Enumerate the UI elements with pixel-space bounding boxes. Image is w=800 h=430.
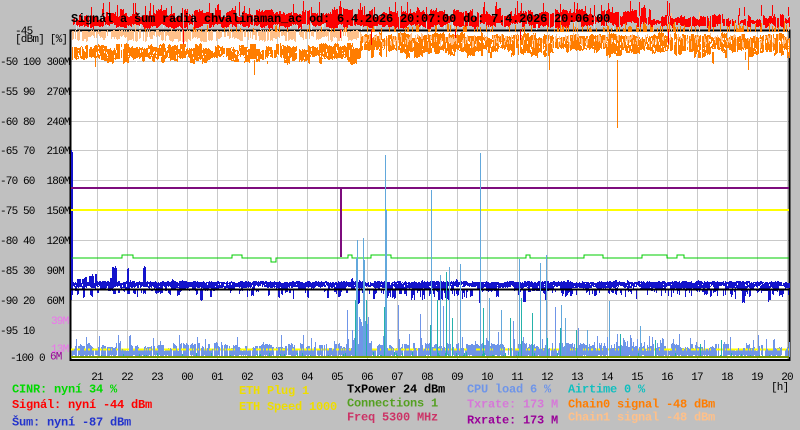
svg-text:18: 18 <box>721 372 733 384</box>
svg-text:22: 22 <box>121 372 133 384</box>
svg-text:16: 16 <box>661 372 673 384</box>
svg-text:-45: -45 <box>15 26 33 38</box>
svg-text:10: 10 <box>23 326 35 338</box>
svg-text:01: 01 <box>211 372 224 384</box>
svg-text:100: 100 <box>23 57 41 69</box>
svg-text:6M: 6M <box>50 352 62 364</box>
svg-text:[h]: [h] <box>771 382 788 394</box>
svg-text:CINR: nyní 34 %: CINR: nyní 34 % <box>12 383 118 397</box>
svg-text:40: 40 <box>23 236 35 248</box>
svg-text:23: 23 <box>151 372 163 384</box>
svg-text:15: 15 <box>631 372 643 384</box>
svg-text:[dBm] [%]: [dBm] [%] <box>15 34 67 46</box>
svg-text:30: 30 <box>23 266 35 278</box>
svg-text:Connections 1: Connections 1 <box>347 397 438 411</box>
svg-text:00: 00 <box>181 372 193 384</box>
svg-text:Txrate: 173 M: Txrate: 173 M <box>467 398 558 412</box>
svg-text:-75: -75 <box>0 206 18 218</box>
svg-text:02: 02 <box>241 372 253 384</box>
svg-text:-70: -70 <box>0 176 18 188</box>
svg-text:12: 12 <box>541 372 553 384</box>
svg-text:05: 05 <box>331 372 343 384</box>
svg-text:-85: -85 <box>0 266 18 278</box>
svg-text:08: 08 <box>421 372 433 384</box>
svg-text:Rxrate: 173 M: Rxrate: 173 M <box>467 414 558 428</box>
svg-text:270M: 270M <box>47 87 70 99</box>
svg-text:ETH Speed 1000: ETH Speed 1000 <box>239 400 337 414</box>
svg-text:07: 07 <box>391 372 403 384</box>
svg-text:CPU load 6 %: CPU load 6 % <box>467 383 552 397</box>
svg-text:Chain0 signal -48 dBm: Chain0 signal -48 dBm <box>568 398 715 412</box>
svg-text:20: 20 <box>23 296 35 308</box>
svg-text:39M: 39M <box>51 316 69 328</box>
svg-text:240M: 240M <box>47 117 70 129</box>
svg-text:180M: 180M <box>47 176 70 188</box>
svg-text:10: 10 <box>481 372 493 384</box>
svg-text:-90: -90 <box>0 296 18 308</box>
svg-text:13M: 13M <box>51 344 69 356</box>
svg-text:Signál: nyní -44 dBm: Signál: nyní -44 dBm <box>12 398 152 412</box>
svg-text:06: 06 <box>361 372 373 384</box>
svg-text:Airtime 0 %: Airtime 0 % <box>568 383 646 397</box>
svg-text:20: 20 <box>781 372 793 384</box>
svg-text:ETH Plug 1: ETH Plug 1 <box>239 384 309 398</box>
svg-text:300M: 300M <box>47 57 70 69</box>
svg-text:120M: 120M <box>47 236 70 248</box>
svg-text:-80: -80 <box>0 236 18 248</box>
svg-text:04: 04 <box>301 372 314 384</box>
svg-text:Signál a šum radia chvalinaman: Signál a šum radia chvalinaman_ac od: 6.… <box>71 12 610 26</box>
svg-text:-100: -100 <box>10 353 33 365</box>
svg-text:-65: -65 <box>0 146 18 158</box>
svg-text:09: 09 <box>451 372 463 384</box>
svg-text:90: 90 <box>23 87 35 99</box>
svg-text:TxPower 24 dBm: TxPower 24 dBm <box>347 383 445 397</box>
svg-text:90M: 90M <box>47 266 65 278</box>
svg-text:13: 13 <box>571 372 583 384</box>
svg-text:Freq 5300 MHz: Freq 5300 MHz <box>347 411 438 425</box>
svg-text:50: 50 <box>23 206 35 218</box>
svg-text:03: 03 <box>271 372 283 384</box>
svg-text:-55: -55 <box>0 87 18 99</box>
svg-text:70: 70 <box>23 146 35 158</box>
svg-text:60M: 60M <box>47 296 65 308</box>
svg-text:14: 14 <box>601 372 614 384</box>
svg-text:80: 80 <box>23 117 35 129</box>
svg-text:-95: -95 <box>0 326 18 338</box>
svg-text:17: 17 <box>691 372 703 384</box>
svg-text:Chain1 signal -48 dBm: Chain1 signal -48 dBm <box>568 411 715 425</box>
svg-text:11: 11 <box>511 372 524 384</box>
svg-text:210M: 210M <box>47 146 70 158</box>
svg-text:-50: -50 <box>0 57 18 69</box>
svg-text:-60: -60 <box>0 117 18 129</box>
svg-text:Šum: nyní -87 dBm: Šum: nyní -87 dBm <box>12 415 131 430</box>
svg-text:150M: 150M <box>47 206 70 218</box>
svg-text:0: 0 <box>39 353 45 365</box>
svg-text:19: 19 <box>751 372 763 384</box>
svg-text:60: 60 <box>23 176 35 188</box>
svg-text:21: 21 <box>91 372 104 384</box>
